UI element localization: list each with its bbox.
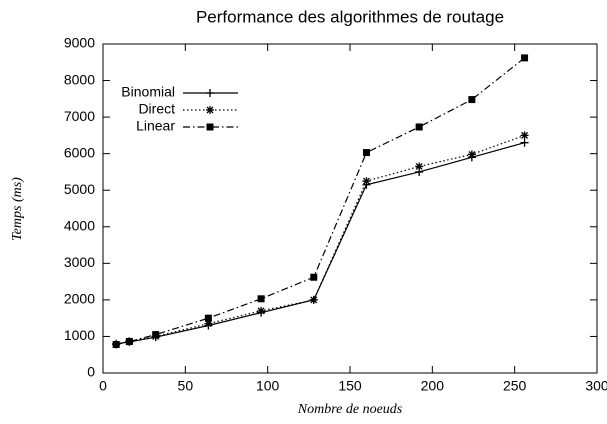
x-tick-label: 250 bbox=[503, 378, 527, 394]
plot-frame bbox=[102, 43, 598, 374]
x-tick-label: 150 bbox=[338, 378, 362, 394]
y-axis-label: Temps (ms) bbox=[10, 177, 25, 241]
x-tick-label: 300 bbox=[585, 378, 607, 394]
chart-title: Performance des algorithmes de routage bbox=[196, 7, 504, 26]
marker bbox=[520, 131, 529, 140]
marker bbox=[112, 340, 120, 348]
series-line bbox=[116, 142, 525, 345]
marker bbox=[206, 123, 214, 131]
x-tick-label: 200 bbox=[421, 378, 445, 394]
marker bbox=[125, 338, 133, 346]
x-axis-label: Nombre de noeuds bbox=[297, 402, 403, 417]
legend-label: Binomial bbox=[121, 84, 175, 100]
y-tick-label: 8000 bbox=[64, 71, 95, 87]
x-tick-label: 100 bbox=[256, 378, 280, 394]
marker bbox=[415, 123, 423, 131]
x-tick-label: 50 bbox=[178, 378, 194, 394]
y-tick-label: 3000 bbox=[64, 254, 95, 270]
marker bbox=[310, 273, 318, 281]
marker bbox=[468, 96, 476, 104]
y-tick-label: 1000 bbox=[64, 327, 95, 343]
legend-label: Direct bbox=[138, 101, 175, 117]
marker bbox=[362, 177, 371, 186]
marker bbox=[152, 331, 160, 339]
marker bbox=[257, 306, 266, 315]
y-tick-label: 7000 bbox=[64, 108, 95, 124]
marker bbox=[206, 89, 214, 97]
marker bbox=[206, 106, 214, 114]
marker bbox=[257, 295, 265, 303]
series-line bbox=[116, 134, 525, 346]
series-line bbox=[116, 57, 525, 346]
y-tick-label: 9000 bbox=[64, 35, 95, 51]
y-tick-label: 0 bbox=[87, 364, 95, 380]
x-tick-label: 0 bbox=[99, 378, 107, 394]
y-tick-label: 2000 bbox=[64, 291, 95, 307]
marker bbox=[520, 138, 529, 147]
marker bbox=[362, 149, 370, 157]
marker bbox=[521, 54, 529, 62]
y-tick-label: 6000 bbox=[64, 144, 95, 160]
marker bbox=[204, 314, 212, 322]
marker bbox=[467, 150, 476, 159]
y-tick-label: 4000 bbox=[64, 217, 95, 233]
legend-label: Linear bbox=[136, 118, 175, 134]
y-tick-label: 5000 bbox=[64, 181, 95, 197]
marker bbox=[415, 162, 424, 171]
marker bbox=[204, 319, 213, 328]
marker bbox=[309, 295, 318, 304]
